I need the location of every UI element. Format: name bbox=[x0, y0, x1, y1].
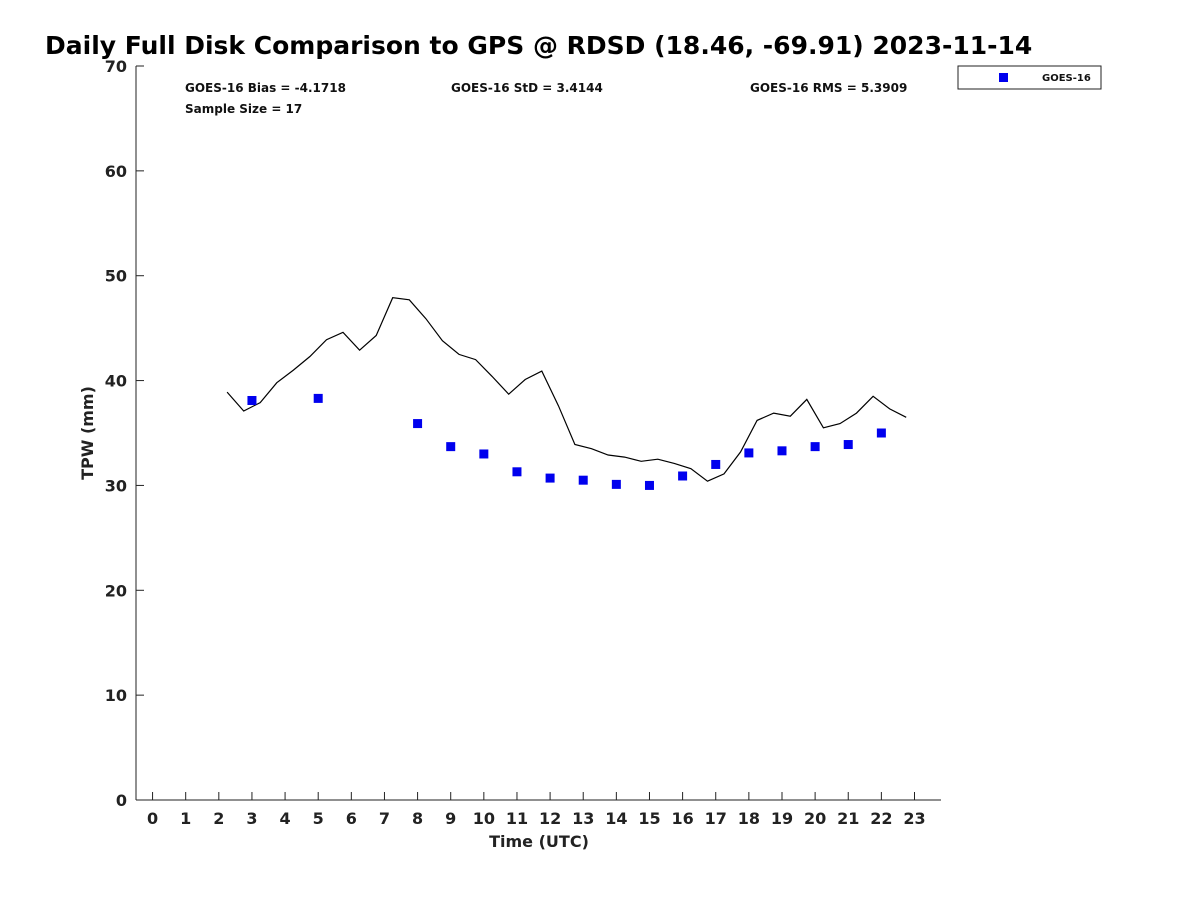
x-tick-label: 7 bbox=[379, 809, 390, 828]
x-tick-label: 16 bbox=[671, 809, 693, 828]
x-tick-label: 1 bbox=[180, 809, 191, 828]
goes16-data-point bbox=[678, 471, 688, 481]
goes16-data-point bbox=[611, 479, 621, 489]
goes16-data-point bbox=[744, 448, 754, 458]
goes16-data-point bbox=[512, 467, 522, 477]
stat-bias: GOES-16 Bias = -4.1718 bbox=[185, 81, 346, 95]
x-tick-label: 9 bbox=[445, 809, 456, 828]
gps-line-series bbox=[226, 297, 907, 482]
goes16-data-point bbox=[413, 419, 423, 429]
x-tick-label: 22 bbox=[870, 809, 892, 828]
y-tick-label: 30 bbox=[105, 476, 127, 495]
x-tick-label: 10 bbox=[473, 809, 495, 828]
x-tick-label: 19 bbox=[771, 809, 793, 828]
x-tick-label: 5 bbox=[313, 809, 324, 828]
x-tick-label: 20 bbox=[804, 809, 826, 828]
goes16-data-point bbox=[810, 442, 820, 452]
legend-box bbox=[957, 65, 1102, 90]
x-tick-label: 6 bbox=[346, 809, 357, 828]
goes16-data-point bbox=[777, 446, 787, 456]
x-axis-label: Time (UTC) bbox=[489, 832, 589, 851]
y-tick-label: 10 bbox=[105, 686, 127, 705]
y-ticks: 0 10 20 30 40 50 60 70 bbox=[105, 57, 144, 810]
goes16-data-point bbox=[876, 428, 886, 438]
x-tick-label: 21 bbox=[837, 809, 859, 828]
x-tick-label: 13 bbox=[572, 809, 594, 828]
stat-sample-size: Sample Size = 17 bbox=[185, 102, 302, 116]
y-tick-label: 40 bbox=[105, 372, 127, 391]
gps-tpw-line bbox=[226, 297, 907, 482]
goes16-data-point bbox=[711, 459, 721, 469]
goes16-data-point bbox=[446, 442, 456, 452]
x-tick-label: 17 bbox=[705, 809, 727, 828]
x-tick-label: 11 bbox=[506, 809, 528, 828]
stat-rms: GOES-16 RMS = 5.3909 bbox=[750, 81, 907, 95]
legend: GOES-16 bbox=[957, 65, 1102, 90]
x-tick-label: 2 bbox=[213, 809, 224, 828]
x-tick-label: 14 bbox=[605, 809, 627, 828]
x-tick-label: 0 bbox=[147, 809, 158, 828]
x-tick-label: 18 bbox=[738, 809, 760, 828]
x-tick-label: 4 bbox=[280, 809, 291, 828]
goes16-data-point bbox=[313, 393, 323, 403]
legend-label: GOES-16 bbox=[1042, 73, 1091, 84]
x-ticks: 0 1 2 3 4 5 6 7 8 9 10 11 12 13 14 15 16 17 18 19 20 21 22 23 bbox=[147, 792, 926, 828]
goes16-data-point bbox=[545, 473, 555, 483]
goes16-data-point bbox=[843, 440, 853, 450]
y-tick-label: 50 bbox=[105, 267, 127, 286]
x-tick-label: 15 bbox=[638, 809, 660, 828]
goes16-data-point bbox=[578, 475, 588, 485]
y-tick-label: 0 bbox=[116, 791, 127, 810]
x-tick-label: 3 bbox=[246, 809, 257, 828]
goes16-data-point bbox=[247, 395, 257, 405]
x-tick-label: 8 bbox=[412, 809, 423, 828]
x-tick-label: 12 bbox=[539, 809, 561, 828]
goes16-marker-series bbox=[247, 393, 886, 490]
stat-std: GOES-16 StD = 3.4144 bbox=[451, 81, 603, 95]
chart-title: Daily Full Disk Comparison to GPS @ RDSD… bbox=[45, 31, 1032, 60]
legend-marker bbox=[999, 73, 1008, 82]
goes16-data-point bbox=[644, 480, 654, 490]
plot-area bbox=[135, 66, 941, 801]
y-axis-label: TPW (mm) bbox=[78, 386, 97, 480]
y-tick-label: 70 bbox=[105, 57, 127, 76]
y-tick-label: 20 bbox=[105, 581, 127, 600]
y-tick-label: 60 bbox=[105, 162, 127, 181]
x-tick-label: 23 bbox=[903, 809, 925, 828]
goes16-data-point bbox=[479, 449, 489, 459]
